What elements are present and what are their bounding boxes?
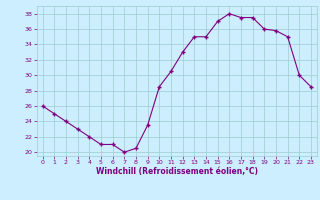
X-axis label: Windchill (Refroidissement éolien,°C): Windchill (Refroidissement éolien,°C) [96,167,258,176]
